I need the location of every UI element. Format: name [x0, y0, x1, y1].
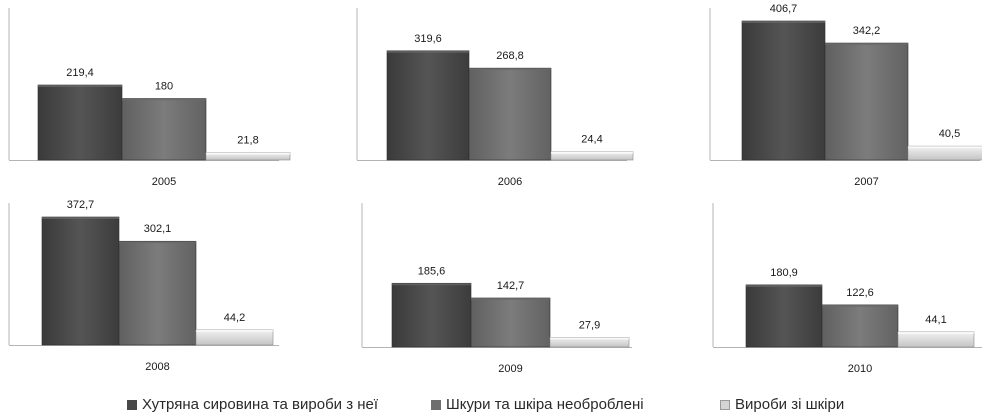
bar-hides-2009 — [470, 297, 551, 348]
legend-label-leather: Вироби зі шкіри — [735, 396, 845, 413]
bar-highlight-hides-2009 — [471, 297, 550, 300]
panel-2007: 406,7 342,2 40,5 2007 — [709, 3, 982, 188]
data-label-fur-2007: 406,7 — [770, 3, 798, 15]
bar-highlight-fur-2008 — [42, 217, 119, 219]
legend: Хутряна сировина та вироби з неї Шкури т… — [0, 396, 982, 416]
data-label-hides-2005: 180 — [155, 80, 173, 92]
bar-highlight-leather-2008 — [196, 329, 273, 332]
data-label-fur-2006: 319,6 — [414, 33, 442, 45]
bar-hides-2005 — [121, 98, 207, 161]
bar-highlight-fur-2007 — [742, 21, 825, 23]
data-label-leather-2010: 44,1 — [925, 314, 946, 326]
legend-label-hides: Шкури та шкіра необроблені — [446, 396, 644, 413]
year-label-2007: 2007 — [854, 176, 878, 188]
chart-svg: 219,4 180 21,8 2005 319,6 268,8 24,4 2006 406,7 3… — [8, 3, 982, 375]
data-label-leather-2009: 27,9 — [579, 319, 600, 331]
year-label-2006: 2006 — [498, 176, 522, 188]
panel-2008: 372,7 302,1 44,2 2008 — [8, 199, 279, 373]
data-label-hides-2007: 342,2 — [853, 25, 881, 37]
bar-highlight-leather-2005 — [206, 152, 290, 155]
bar-highlight-hides-2005 — [122, 98, 206, 101]
data-label-fur-2010: 180,9 — [770, 267, 798, 279]
data-label-leather-2005: 21,8 — [237, 135, 258, 147]
data-label-fur-2005: 219,4 — [66, 67, 94, 79]
bar-highlight-leather-2006 — [551, 151, 633, 154]
year-label-2009: 2009 — [498, 363, 522, 375]
data-label-hides-2009: 142,7 — [497, 280, 525, 292]
bar-highlight-fur-2009 — [392, 283, 471, 286]
bar-fur-2005 — [37, 84, 123, 161]
panel-2006: 319,6 268,8 24,4 2006 — [356, 8, 634, 188]
bar-fur-2006 — [386, 50, 470, 161]
legend-label-fur: Хутряна сировина та вироби з неї — [142, 396, 379, 413]
panel-2010: 180,9 122,6 44,1 2010 — [712, 203, 982, 375]
bar-highlight-fur-2010 — [746, 284, 822, 287]
data-label-fur-2009: 185,6 — [418, 265, 446, 277]
bar-hides-2007 — [824, 42, 909, 161]
bar-hides-2008 — [118, 240, 197, 346]
legend-swatch-fur — [127, 399, 137, 410]
year-label-2010: 2010 — [848, 363, 872, 375]
bar-highlight-hides-2007 — [825, 43, 908, 46]
bar-hides-2010 — [821, 304, 899, 348]
bar-highlight-fur-2006 — [387, 50, 469, 53]
panel-2009: 185,6 142,7 27,9 2009 — [361, 203, 632, 375]
year-label-2005: 2005 — [152, 176, 176, 188]
panel-2005: 219,4 180 21,8 2005 — [8, 8, 291, 188]
data-label-leather-2006: 24,4 — [581, 134, 602, 146]
bar-fur-2008 — [41, 216, 120, 346]
bar-fur-2009 — [391, 282, 472, 348]
data-label-fur-2008: 372,7 — [67, 199, 95, 211]
legend-item-fur: Хутряна сировина та вироби з неї — [127, 396, 378, 413]
data-label-hides-2006: 268,8 — [496, 50, 524, 62]
bar-hides-2006 — [468, 67, 552, 161]
bar-highlight-fur-2005 — [38, 85, 122, 88]
bar-leather-2007 — [907, 145, 982, 161]
bar-highlight-leather-2009 — [550, 337, 629, 340]
bar-leather-2010 — [897, 331, 975, 348]
data-label-hides-2010: 122,6 — [846, 287, 874, 299]
data-label-hides-2008: 302,1 — [144, 223, 172, 235]
bar-leather-2008 — [195, 329, 274, 346]
bar-highlight-hides-2006 — [469, 68, 551, 71]
legend-swatch-hides — [431, 399, 441, 410]
legend-item-hides: Шкури та шкіра необроблені — [431, 396, 644, 413]
data-label-leather-2008: 44,2 — [224, 312, 245, 324]
bar-fur-2010 — [745, 284, 823, 348]
bar-highlight-hides-2010 — [822, 304, 898, 307]
bar-highlight-leather-2010 — [898, 331, 974, 334]
legend-swatch-leather — [720, 399, 730, 410]
year-label-2008: 2008 — [145, 361, 169, 373]
legend-item-leather: Вироби зі шкіри — [720, 396, 844, 413]
bar-highlight-hides-2008 — [119, 241, 196, 244]
bar-fur-2007 — [741, 20, 826, 161]
bar-highlight-leather-2007 — [908, 146, 982, 149]
data-label-leather-2007: 40,5 — [939, 128, 960, 140]
